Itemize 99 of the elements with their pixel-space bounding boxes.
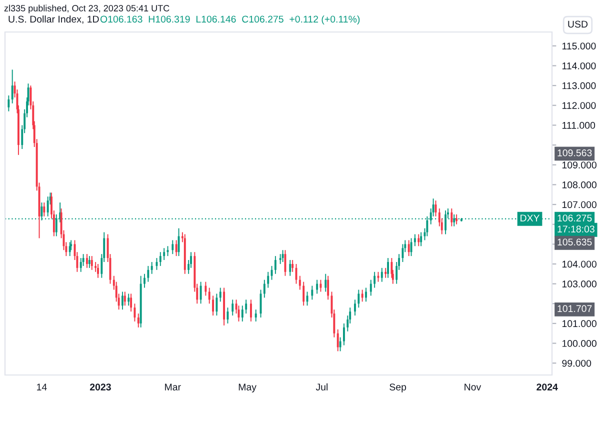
candlestick	[97, 263, 99, 278]
y-tick-label: 101.000	[562, 320, 596, 328]
y-tick-label: 107.000	[562, 201, 596, 208]
candlestick	[212, 295, 214, 316]
candlestick	[219, 287, 222, 302]
candlestick	[311, 285, 314, 300]
candlestick	[339, 336, 342, 352]
y-tick-label: 114.000	[562, 62, 596, 70]
candlestick	[263, 279, 266, 298]
x-tick-label: 14	[37, 384, 47, 390]
candlestick	[144, 273, 146, 288]
y-tick-label: 113.000	[562, 82, 596, 90]
candlestick	[336, 328, 339, 352]
y-tick-label: 104.000	[562, 260, 596, 268]
candlestick	[163, 248, 166, 260]
annotation: 105.635	[558, 238, 592, 246]
candlestick	[420, 232, 422, 247]
candlestick	[204, 281, 207, 296]
candlestick	[274, 256, 276, 274]
candlestick	[147, 265, 150, 282]
ref-line-label: 106.275	[558, 214, 592, 222]
candlestick	[254, 309, 257, 322]
candlestick	[418, 234, 420, 247]
candlestick	[370, 279, 372, 296]
annotation: 109.563	[558, 149, 592, 156]
candlestick	[172, 240, 174, 255]
chart-title: U.S. Dollar Index, 1D	[8, 15, 99, 24]
candlestick	[226, 307, 229, 324]
candlestick	[374, 271, 376, 288]
candlestick	[302, 281, 305, 306]
candlestick	[200, 281, 202, 304]
x-tick-label: May	[238, 384, 256, 392]
x-tick-label: Jul	[316, 383, 328, 390]
text: USD	[568, 20, 588, 28]
x-tick-label: Sep	[390, 384, 406, 392]
candlestick	[365, 287, 367, 302]
candlestick	[134, 303, 136, 322]
text: zl335 published, Oct 23, 2023 05:41 UTC	[4, 4, 170, 14]
candlestick	[159, 252, 162, 266]
candlestick	[130, 293, 132, 312]
candlestick	[387, 258, 389, 278]
y-tick-label: 115.000	[562, 42, 596, 50]
candlestick	[267, 271, 270, 288]
text: 17:18:03	[558, 226, 594, 232]
candlestick	[354, 299, 356, 316]
candlestick	[414, 234, 416, 247]
candlestick	[320, 279, 322, 292]
candlestick	[11, 69, 14, 104]
candlestick	[402, 244, 404, 262]
x-tick-label: Mar	[165, 384, 181, 390]
candlestick	[292, 260, 294, 272]
chart-subtitle: O106.163 H106.319 L106.146 C106.275 +0.112 (+0.11%)	[100, 15, 360, 25]
candlestick	[361, 289, 364, 302]
x-tick-label: 2024	[536, 384, 558, 390]
y-tick-label: 103.000	[562, 280, 596, 288]
y-tick-label: 108.000	[562, 181, 596, 188]
candlestick	[137, 313, 140, 328]
candlestick	[282, 250, 284, 262]
candlestick	[456, 214, 458, 225]
candlestick	[216, 293, 218, 316]
candlestick	[342, 322, 345, 346]
x-tick-label: Nov	[464, 384, 482, 390]
candlestick	[124, 291, 126, 306]
candlestick	[90, 256, 93, 270]
candlestick	[122, 291, 124, 310]
candlestick	[250, 299, 252, 322]
y-tick-label: 99.000	[562, 360, 592, 367]
annotation: DXY	[520, 214, 540, 222]
candlestick	[327, 275, 330, 300]
candlestick	[150, 262, 153, 274]
candlestick	[208, 287, 210, 304]
candlestick	[298, 275, 301, 290]
y-tick-label: 111.000	[562, 122, 596, 129]
candlestick	[279, 254, 282, 264]
candlestick	[128, 293, 130, 306]
candlestick	[241, 305, 244, 322]
candlestick	[384, 267, 387, 278]
candlestick	[43, 202, 46, 217]
candlestick	[289, 260, 292, 276]
x-tick-label: 2023	[90, 384, 111, 390]
candlestick	[410, 238, 412, 257]
candlestick	[408, 240, 410, 257]
candlestick	[324, 273, 327, 292]
candlestick	[80, 258, 82, 272]
candlestick	[245, 299, 248, 314]
candlestick	[232, 299, 234, 316]
candlestick	[450, 208, 453, 227]
annotation: 101.707	[558, 305, 592, 312]
y-tick-label: 112.000	[562, 102, 596, 109]
candlestick	[175, 240, 178, 257]
candlestick	[316, 279, 318, 294]
candlestick	[8, 94, 10, 112]
y-tick-label: 109.000	[562, 162, 596, 168]
candlestick	[88, 256, 90, 268]
candlestick	[380, 267, 383, 282]
y-tick-label: 100.000	[562, 340, 596, 347]
candlestick	[358, 289, 360, 308]
candlestick	[86, 254, 88, 268]
candlestick	[46, 196, 49, 217]
